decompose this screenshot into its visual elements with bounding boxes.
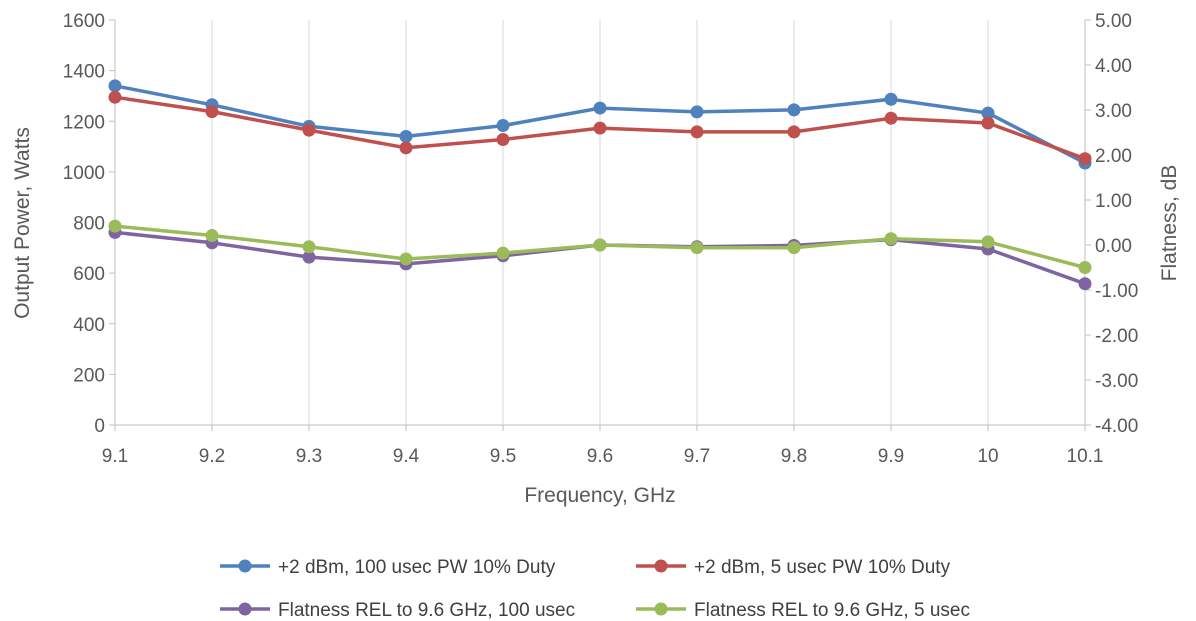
legend-entry-4: Flatness REL to 9.6 GHz, 5 usec bbox=[636, 600, 970, 621]
data-point bbox=[302, 123, 316, 137]
x-tick-label: 9.3 bbox=[296, 446, 322, 467]
y2-tick-label: 0.00 bbox=[1095, 236, 1132, 257]
axes: 9.1 9.2 9.3 9.4 9.5 9.6 9.7 9.8 9.9 10 10.1 0 200 400… bbox=[63, 11, 1139, 467]
y2-tick-label: -3.00 bbox=[1095, 371, 1138, 392]
data-point bbox=[1078, 277, 1092, 291]
data-point bbox=[593, 101, 607, 115]
legend-swatch-marker bbox=[238, 559, 252, 573]
x-tick-label: 9.5 bbox=[490, 446, 516, 467]
data-point bbox=[981, 235, 995, 249]
data-point bbox=[690, 105, 704, 119]
data-point bbox=[884, 92, 898, 106]
data-point bbox=[205, 229, 219, 243]
x-tick-label: 9.8 bbox=[781, 446, 807, 467]
y-axis-title: Output Power, Watts bbox=[11, 127, 34, 319]
legend-swatch-marker bbox=[654, 559, 668, 573]
y2-tick-label: 1.00 bbox=[1095, 191, 1132, 212]
y-tick-label: 200 bbox=[73, 365, 105, 386]
data-point bbox=[108, 219, 122, 233]
data-point bbox=[205, 105, 219, 119]
gridlines bbox=[211, 20, 989, 425]
legend-label: +2 dBm, 5 usec PW 10% Duty bbox=[694, 557, 951, 578]
y-tick-label: 1000 bbox=[63, 163, 105, 184]
data-point bbox=[399, 252, 413, 266]
data-point bbox=[108, 90, 122, 104]
legend: +2 dBm, 100 usec PW 10% Duty +2 dBm, 5 us… bbox=[220, 557, 970, 621]
data-point bbox=[496, 246, 510, 260]
y-tick-label: 400 bbox=[73, 315, 105, 336]
y2-tick-label: -2.00 bbox=[1095, 326, 1138, 347]
x-tick-label: 9.7 bbox=[684, 446, 710, 467]
y-tick-label: 600 bbox=[73, 264, 105, 285]
data-point bbox=[690, 241, 704, 255]
series-layer bbox=[108, 79, 1092, 291]
y-tick-label: 800 bbox=[73, 214, 105, 235]
y2-tick-label: 4.00 bbox=[1095, 56, 1132, 77]
series-4 bbox=[108, 219, 1092, 274]
legend-swatch-marker bbox=[238, 602, 252, 616]
y-tick-label: 1200 bbox=[63, 112, 105, 133]
series-2 bbox=[108, 90, 1092, 166]
y-tick-label: 0 bbox=[94, 416, 105, 437]
data-point bbox=[981, 116, 995, 130]
x-tick-label: 9.1 bbox=[102, 446, 128, 467]
data-point bbox=[108, 79, 122, 93]
x-tick-label: 9.9 bbox=[878, 446, 904, 467]
y-tick-label: 1600 bbox=[63, 11, 105, 32]
y2-tick-label: 3.00 bbox=[1095, 101, 1132, 122]
data-point bbox=[593, 121, 607, 135]
y2-tick-label: -1.00 bbox=[1095, 281, 1138, 302]
y2-tick-label: 5.00 bbox=[1095, 11, 1132, 32]
legend-label: Flatness REL to 9.6 GHz, 100 usec bbox=[278, 600, 575, 621]
data-point bbox=[787, 241, 801, 255]
data-point bbox=[981, 106, 995, 120]
legend-entry-1: +2 dBm, 100 usec PW 10% Duty bbox=[220, 557, 556, 578]
data-point bbox=[1078, 261, 1092, 274]
data-point bbox=[884, 232, 898, 246]
x-axis-title: Frequency, GHz bbox=[524, 484, 675, 507]
y2-tick-label: -4.00 bbox=[1095, 416, 1138, 437]
y2-axis-title: Flatness, dB bbox=[1158, 165, 1181, 282]
data-point bbox=[884, 111, 898, 125]
legend-label: Flatness REL to 9.6 GHz, 5 usec bbox=[694, 600, 970, 621]
data-point bbox=[787, 103, 801, 117]
data-point bbox=[496, 132, 510, 146]
y2-tick-label: 2.00 bbox=[1095, 146, 1132, 167]
data-point bbox=[690, 125, 704, 139]
data-point bbox=[496, 119, 510, 133]
data-point bbox=[1078, 152, 1092, 166]
data-point bbox=[593, 238, 607, 252]
data-point bbox=[302, 250, 316, 264]
x-tick-label: 10.1 bbox=[1067, 446, 1104, 467]
data-point bbox=[399, 141, 413, 155]
x-tick-label: 9.2 bbox=[199, 446, 225, 467]
data-point bbox=[302, 240, 316, 254]
legend-entry-2: +2 dBm, 5 usec PW 10% Duty bbox=[636, 557, 951, 578]
x-tick-label: 9.4 bbox=[393, 446, 420, 467]
y-tick-label: 1400 bbox=[63, 62, 105, 83]
legend-swatch-marker bbox=[654, 602, 668, 616]
legend-label: +2 dBm, 100 usec PW 10% Duty bbox=[278, 557, 556, 578]
data-point bbox=[787, 125, 801, 139]
x-tick-label: 9.6 bbox=[587, 446, 613, 467]
legend-entry-3: Flatness REL to 9.6 GHz, 100 usec bbox=[220, 600, 575, 621]
data-point bbox=[399, 129, 413, 143]
x-tick-label: 10 bbox=[977, 446, 998, 467]
